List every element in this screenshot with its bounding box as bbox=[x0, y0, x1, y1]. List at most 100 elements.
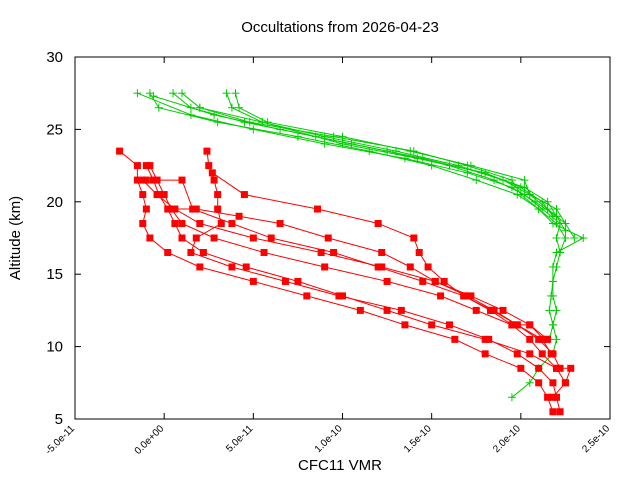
series-line bbox=[226, 93, 575, 239]
data-point-plus bbox=[154, 103, 163, 112]
data-point-plus bbox=[552, 205, 561, 214]
data-point-square bbox=[321, 263, 329, 271]
data-point-square bbox=[146, 162, 154, 170]
data-point-square bbox=[142, 176, 150, 184]
data-point-square bbox=[440, 277, 448, 285]
data-point-plus bbox=[507, 393, 516, 402]
data-point-plus bbox=[210, 110, 219, 119]
data-point-plus bbox=[481, 168, 490, 177]
data-point-square bbox=[499, 306, 507, 314]
x-tick-label: 0.0e+00 bbox=[133, 423, 167, 457]
series-line bbox=[199, 107, 554, 217]
data-point-square bbox=[383, 306, 391, 314]
data-point-square bbox=[549, 379, 557, 387]
data-point-square bbox=[535, 379, 543, 387]
data-point-square bbox=[472, 306, 480, 314]
x-tick-label: -5.0e-11 bbox=[44, 423, 78, 457]
data-point-plus bbox=[538, 197, 547, 206]
data-point-plus bbox=[320, 139, 329, 148]
data-point-plus bbox=[222, 89, 231, 98]
data-point-square bbox=[415, 248, 423, 256]
data-point-square bbox=[169, 205, 177, 213]
data-point-square bbox=[171, 220, 179, 228]
data-point-plus bbox=[570, 234, 579, 242]
data-point-plus bbox=[534, 205, 543, 214]
data-point-square bbox=[330, 248, 338, 256]
data-point-square bbox=[535, 335, 543, 343]
data-point-square bbox=[139, 220, 147, 228]
data-point-plus bbox=[552, 262, 561, 271]
data-point-square bbox=[217, 220, 225, 228]
data-point-square bbox=[437, 292, 445, 300]
data-point-square bbox=[547, 350, 555, 358]
red-profile-series bbox=[169, 205, 552, 343]
y-tick-label: 15 bbox=[46, 266, 63, 283]
y-tick-label: 30 bbox=[46, 49, 63, 66]
data-point-plus bbox=[552, 335, 561, 344]
red-profile-series bbox=[146, 162, 575, 387]
data-point-square bbox=[549, 393, 557, 401]
green-profile-series bbox=[169, 89, 565, 344]
data-point-square bbox=[139, 176, 147, 184]
y-tick-label: 25 bbox=[46, 121, 63, 138]
data-point-plus bbox=[293, 132, 302, 141]
data-point-plus bbox=[561, 234, 570, 242]
data-point-square bbox=[556, 408, 564, 416]
data-point-square bbox=[210, 176, 218, 184]
data-point-square bbox=[196, 220, 204, 228]
data-point-plus bbox=[545, 306, 554, 315]
data-point-plus bbox=[561, 226, 570, 235]
data-point-plus bbox=[579, 234, 588, 242]
data-point-square bbox=[374, 263, 382, 271]
data-point-square bbox=[178, 220, 186, 228]
data-point-square bbox=[406, 263, 414, 271]
data-point-plus bbox=[338, 139, 347, 148]
data-point-square bbox=[485, 335, 493, 343]
data-point-square bbox=[133, 176, 141, 184]
data-point-plus bbox=[227, 103, 236, 112]
data-point-square bbox=[451, 335, 459, 343]
data-point-plus bbox=[547, 291, 556, 300]
data-point-square bbox=[487, 306, 495, 314]
data-point-plus bbox=[186, 110, 195, 119]
data-point-square bbox=[428, 321, 436, 329]
data-point-square bbox=[139, 191, 147, 199]
series-line bbox=[119, 150, 554, 412]
series-line bbox=[149, 165, 572, 383]
x-tick-label: 5.0e-11 bbox=[224, 423, 256, 455]
series-line bbox=[146, 179, 552, 355]
data-point-plus bbox=[507, 183, 516, 192]
data-point-plus bbox=[338, 132, 347, 141]
data-point-square bbox=[196, 263, 204, 271]
data-point-square bbox=[242, 263, 250, 271]
data-point-square bbox=[203, 147, 211, 155]
data-point-square bbox=[335, 292, 343, 300]
data-point-square bbox=[401, 321, 409, 329]
series-line bbox=[137, 92, 566, 232]
data-point-square bbox=[133, 162, 141, 170]
data-point-square bbox=[481, 335, 489, 343]
data-point-plus bbox=[552, 306, 561, 315]
series-line bbox=[173, 208, 548, 340]
data-point-square bbox=[164, 205, 172, 213]
data-point-plus bbox=[548, 320, 557, 329]
data-point-plus bbox=[472, 176, 481, 185]
data-point-square bbox=[192, 234, 200, 242]
data-point-plus bbox=[561, 219, 570, 228]
data-point-square bbox=[526, 321, 534, 329]
data-point-square bbox=[467, 292, 475, 300]
data-point-square bbox=[481, 350, 489, 358]
red-profile-series bbox=[208, 169, 548, 343]
data-point-plus bbox=[195, 103, 204, 112]
data-point-square bbox=[160, 191, 168, 199]
data-point-square bbox=[410, 234, 418, 242]
data-point-square bbox=[187, 248, 195, 256]
data-point-square bbox=[205, 162, 213, 170]
green-profile-series bbox=[145, 89, 588, 402]
data-point-plus bbox=[347, 139, 356, 148]
data-point-square bbox=[116, 147, 124, 155]
data-point-square bbox=[249, 277, 257, 285]
data-point-square bbox=[460, 292, 468, 300]
data-point-square bbox=[446, 321, 453, 329]
